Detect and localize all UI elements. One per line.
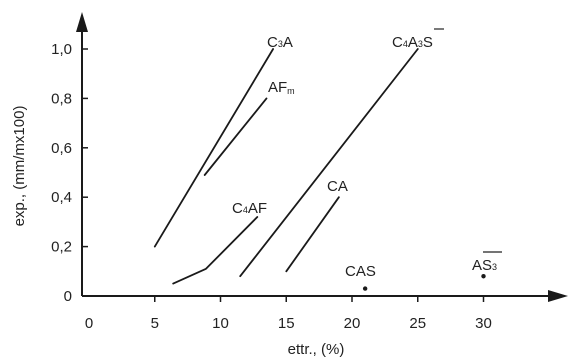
x-tick-label: 15 xyxy=(278,315,295,332)
x-tick-label: 30 xyxy=(475,315,492,332)
y-ticks: 0 0,2 0,4 0,6 0,8 1,0 xyxy=(51,41,88,305)
series-lines xyxy=(153,48,419,285)
x-axis-arrow xyxy=(548,290,568,302)
label-as3: AS3 xyxy=(472,257,497,274)
y-tick-label: 1,0 xyxy=(51,41,72,58)
y-axis-title: exp., (mm/mx100) xyxy=(11,106,28,227)
y-tick-label: 0,4 xyxy=(51,189,72,206)
series-line-c4af xyxy=(172,216,259,285)
label-c4a3s: C4A3S xyxy=(392,34,433,51)
y-tick-label: 0 xyxy=(64,288,72,305)
x-tick-label: 5 xyxy=(151,315,159,332)
x-tick-label: 20 xyxy=(344,315,361,332)
y-tick-label: 0,2 xyxy=(51,239,72,256)
series-line-afm xyxy=(203,97,268,176)
label-c3a: C3A xyxy=(267,34,293,51)
series-line-c4a3s xyxy=(239,48,419,278)
label-ca: CA xyxy=(327,178,348,195)
series-point-cas xyxy=(362,286,368,291)
x-axis-title: ettr., (%) xyxy=(288,341,345,358)
x-tick-label: 25 xyxy=(409,315,426,332)
x-tick-label: 0 xyxy=(85,315,93,332)
series-point-as3 xyxy=(481,274,486,279)
label-c4af: C4AF xyxy=(232,200,267,217)
x-tick-label: 10 xyxy=(212,315,229,332)
series-line-ca xyxy=(285,196,340,273)
y-tick-label: 0,6 xyxy=(51,140,72,157)
y-tick-label: 0,8 xyxy=(51,90,72,107)
y-axis-arrow xyxy=(76,12,88,32)
label-cas: CAS xyxy=(345,263,376,280)
series-points xyxy=(362,274,486,291)
label-afm: AFm xyxy=(268,79,295,96)
x-ticks: 0 5 10 15 20 25 30 xyxy=(85,296,492,332)
series-line-c3a xyxy=(153,48,275,248)
